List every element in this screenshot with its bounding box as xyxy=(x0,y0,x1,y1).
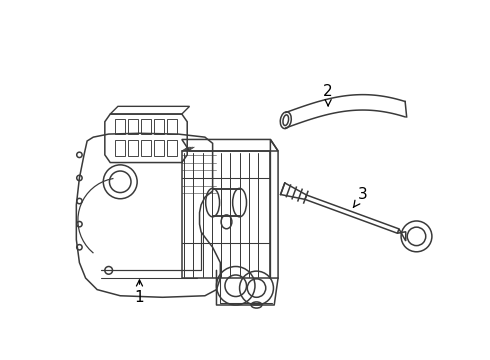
Text: 1: 1 xyxy=(135,280,144,305)
Text: 3: 3 xyxy=(353,188,368,207)
Text: 2: 2 xyxy=(323,84,333,106)
